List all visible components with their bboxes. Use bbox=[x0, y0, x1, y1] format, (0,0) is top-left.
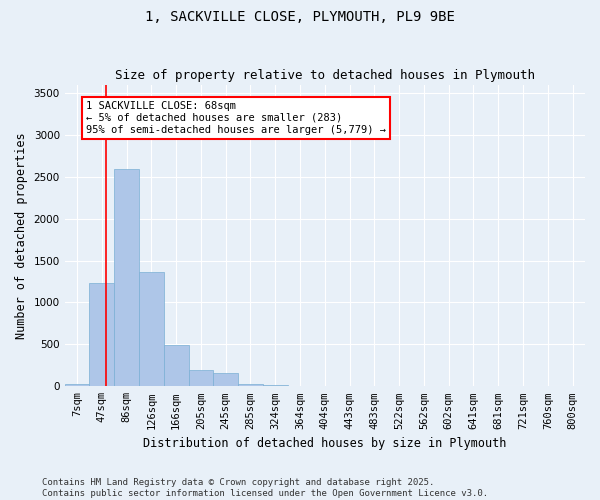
Bar bbox=[65, 384, 89, 386]
Text: 1, SACKVILLE CLOSE, PLYMOUTH, PL9 9BE: 1, SACKVILLE CLOSE, PLYMOUTH, PL9 9BE bbox=[145, 10, 455, 24]
Title: Size of property relative to detached houses in Plymouth: Size of property relative to detached ho… bbox=[115, 69, 535, 82]
Bar bbox=[89, 283, 114, 387]
Bar bbox=[214, 374, 238, 386]
Text: Contains HM Land Registry data © Crown copyright and database right 2025.
Contai: Contains HM Land Registry data © Crown c… bbox=[42, 478, 488, 498]
X-axis label: Distribution of detached houses by size in Plymouth: Distribution of detached houses by size … bbox=[143, 437, 506, 450]
Bar bbox=[238, 384, 263, 386]
Bar bbox=[188, 370, 214, 386]
Y-axis label: Number of detached properties: Number of detached properties bbox=[15, 132, 28, 338]
Bar bbox=[114, 169, 139, 386]
Bar bbox=[164, 345, 188, 387]
Bar bbox=[139, 272, 164, 386]
Text: 1 SACKVILLE CLOSE: 68sqm
← 5% of detached houses are smaller (283)
95% of semi-d: 1 SACKVILLE CLOSE: 68sqm ← 5% of detache… bbox=[86, 102, 386, 134]
